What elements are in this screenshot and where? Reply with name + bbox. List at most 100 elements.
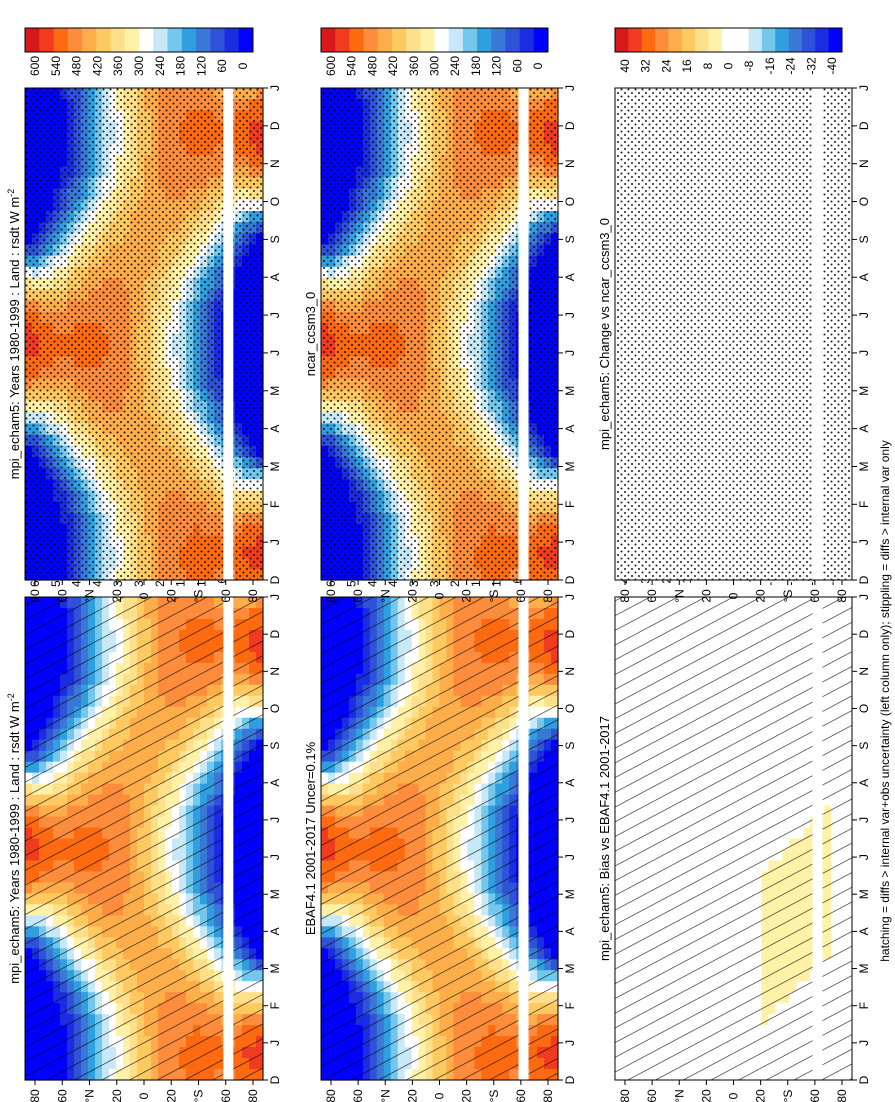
colorbar-frame	[24, 27, 254, 53]
month-tick-label: N	[563, 667, 577, 676]
colorbar-swatch	[25, 28, 40, 52]
month-tick-label: D	[268, 121, 282, 130]
month-tick-label: A	[563, 927, 577, 935]
lat-tick-label: 80	[541, 1089, 555, 1102]
lat-tick-label: °S	[192, 590, 206, 603]
month-tick-label: N	[268, 159, 282, 168]
colorbar-2: 600 540 480 420 360 300 240 180 120 60 0	[24, 27, 254, 76]
colorbar-label: 180	[174, 56, 188, 76]
month-tick-label: N	[268, 667, 282, 676]
month-tick-label: S	[268, 235, 282, 243]
colorbar-swatch	[196, 28, 211, 52]
colorbar-label: 120	[194, 56, 208, 76]
month-tick-label: F	[268, 1002, 282, 1009]
month-tick-label: J	[268, 854, 282, 860]
month-tick-label: D	[268, 629, 282, 638]
month-tick-label: J	[268, 350, 282, 356]
month-tick-label: D	[563, 629, 577, 638]
month-tick-label: S	[268, 742, 282, 750]
missing-band	[223, 88, 234, 580]
colorbar-swatch	[167, 28, 183, 52]
month-tick-label: F	[563, 1002, 577, 1009]
month-tick-label: A	[268, 425, 282, 433]
month-tick-label: M	[268, 461, 282, 471]
lat-tick-label: 20	[405, 1089, 419, 1102]
lat-tick-label: °N	[83, 589, 97, 602]
month-tick-label: J	[563, 817, 577, 823]
lat-tick-label: 60	[351, 1089, 365, 1102]
month-tick-label: M	[563, 889, 577, 899]
month-tick-label: J	[268, 539, 282, 545]
colorbar-label: 300	[132, 56, 146, 76]
lat-tick-label: 20	[164, 1089, 178, 1102]
colorbar-swatch	[238, 28, 254, 52]
colorbar-swatch	[110, 28, 126, 52]
colorbar-swatch	[210, 28, 225, 52]
lat-tick-label: 0	[137, 592, 151, 599]
month-tick-label: S	[563, 742, 577, 750]
colorbar-swatch	[181, 28, 197, 52]
lat-tick-label: 80	[28, 1089, 42, 1102]
panel-title: EBAF4.1 2001-2017 Uncer=0.1%	[303, 741, 318, 935]
month-tick-label: M	[563, 964, 577, 974]
lat-tick-label: 20	[110, 1089, 124, 1102]
panel-title: mpi_echam5: Years 1980-1999 : Land : rsd…	[6, 189, 22, 480]
lat-tick-label: 80	[246, 1089, 260, 1102]
month-tick-label: A	[268, 927, 282, 935]
lat-tick-label: 0	[433, 1092, 447, 1099]
month-tick-label: O	[268, 704, 282, 713]
lat-tick-label: 80	[28, 589, 42, 603]
colorbar-label: 240	[153, 56, 167, 76]
lat-tick-label: 80	[246, 589, 260, 603]
month-tick-label: D	[268, 1075, 282, 1084]
month-tick-label: D	[268, 575, 282, 584]
month-tick-label: J	[268, 85, 282, 91]
lat-tick-label: 0	[137, 1092, 151, 1099]
lat-tick-label: 60	[55, 589, 69, 603]
lat-tick-label: 60	[219, 589, 233, 603]
title-superscript: -2	[6, 693, 16, 701]
lat-tick-label: °S	[487, 1090, 501, 1102]
missing-band	[518, 597, 529, 1080]
title-superscript: -2	[6, 189, 16, 197]
colorbar-label: 60	[215, 59, 229, 73]
lat-tick-label: °S	[192, 1090, 206, 1102]
month-tick-label: J	[268, 312, 282, 318]
lat-tick-label: 60	[219, 1089, 233, 1102]
footer-note: hatching = diffs > internal var+obs unce…	[878, 440, 892, 962]
lat-tick-label: 20	[460, 1089, 474, 1102]
month-tick-label: A	[268, 273, 282, 281]
colorbar-swatch	[96, 28, 111, 52]
colorbar-swatch	[139, 28, 154, 52]
colorbar-swatch	[39, 28, 54, 52]
month-tick-label: D	[563, 1075, 577, 1084]
panel-title: mpi_echam5: Years 1980-1999 : Land : rsd…	[6, 693, 22, 984]
colorbar-swatch	[82, 28, 97, 52]
colorbar-swatch	[67, 28, 83, 52]
month-tick-label: M	[268, 964, 282, 974]
lat-tick-label: 20	[110, 589, 124, 603]
month-tick-label: J	[563, 1040, 577, 1046]
lat-tick-label: °N	[83, 1089, 97, 1102]
month-tick-label: A	[563, 779, 577, 787]
month-tick-label: A	[268, 779, 282, 787]
colorbar-swatch	[124, 28, 140, 52]
lat-tick-label: 80	[324, 1089, 338, 1102]
lat-tick-label: 20	[164, 589, 178, 603]
missing-band	[223, 597, 234, 1080]
colorbar-swatch	[153, 28, 168, 52]
month-tick-label: J	[563, 854, 577, 860]
month-tick-label: J	[268, 817, 282, 823]
colorbar-label: 540	[49, 56, 63, 76]
month-tick-label: J	[268, 594, 282, 600]
colorbar-label: 0	[236, 62, 250, 69]
lat-tick-label: 60	[514, 1089, 528, 1102]
month-tick-label: J	[563, 594, 577, 600]
colorbar-label: 480	[70, 56, 84, 76]
colorbar-label: 420	[90, 56, 104, 76]
colorbar-swatch	[224, 28, 240, 52]
